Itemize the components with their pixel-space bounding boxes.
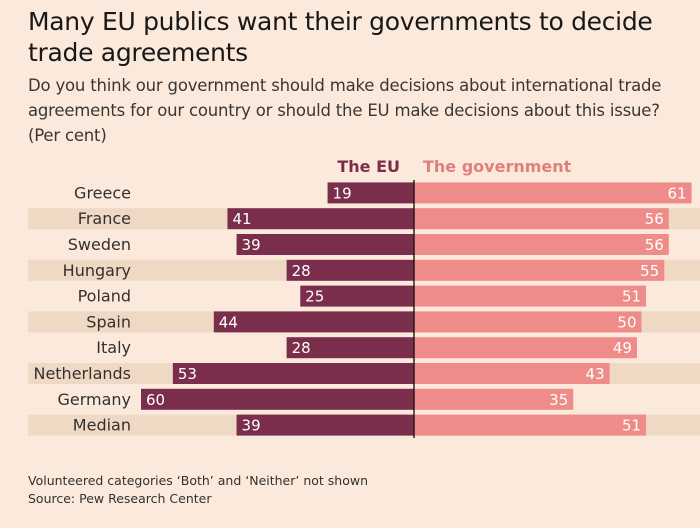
bar-government: [414, 208, 669, 230]
category-label: Greece: [74, 183, 131, 202]
value-label-government: 35: [549, 391, 568, 409]
value-label-eu: 41: [232, 210, 251, 228]
value-label-government: 56: [645, 236, 664, 254]
chart-title: Many EU publics want their governments t…: [28, 7, 653, 67]
bar-government: [414, 311, 642, 333]
bar-eu: [172, 363, 414, 384]
category-label: Poland: [78, 287, 131, 306]
category-label: Italy: [96, 338, 131, 357]
bar-government: [414, 363, 610, 384]
bar-eu: [286, 337, 414, 359]
bar-government: [414, 337, 637, 359]
legend-government: The government: [423, 157, 572, 176]
category-label: Germany: [57, 390, 131, 409]
category-label: France: [78, 209, 131, 228]
value-label-eu: 39: [242, 236, 261, 254]
value-label-eu: 28: [292, 262, 311, 280]
category-label: Hungary: [63, 261, 131, 280]
value-label-government: 50: [617, 313, 636, 331]
category-label: Netherlands: [33, 364, 131, 383]
category-label: Spain: [86, 312, 131, 331]
value-label-government: 56: [645, 210, 664, 228]
chart-unit-label: (Per cent): [28, 126, 107, 145]
footnote: Volunteered categories ‘Both’ and ‘Neith…: [28, 473, 369, 488]
bar-government: [414, 414, 647, 436]
source-note: Source: Pew Research Center: [28, 491, 212, 506]
bar-government: [414, 259, 665, 281]
bar-eu: [327, 182, 414, 204]
bar-eu: [286, 259, 414, 281]
value-label-eu: 25: [305, 288, 324, 306]
value-label-eu: 44: [219, 313, 238, 331]
bar-eu: [236, 234, 414, 255]
bar-eu: [300, 285, 414, 307]
category-label: Median: [73, 416, 131, 435]
category-label: Sweden: [68, 235, 131, 254]
bar-government: [414, 234, 669, 255]
bar-government: [414, 182, 692, 204]
chart-subtitle: Do you think our government should make …: [28, 73, 693, 148]
value-label-eu: 53: [178, 365, 197, 383]
value-label-government: 55: [640, 262, 659, 280]
value-label-eu: 28: [292, 339, 311, 357]
value-label-eu: 60: [146, 391, 165, 409]
bar-eu: [236, 414, 414, 436]
value-label-government: 51: [622, 288, 641, 306]
value-label-eu: 39: [242, 417, 261, 435]
chart-question: Do you think our government should make …: [28, 76, 662, 120]
value-label-government: 49: [613, 339, 632, 357]
value-label-government: 51: [622, 417, 641, 435]
bar-government: [414, 388, 574, 410]
legend-eu: The EU: [337, 157, 400, 176]
diverging-bar-chart: Greece 19 61 France 41 56 Sweden 39 56 Hungary 28 5…: [28, 180, 700, 438]
value-label-government: 43: [586, 365, 605, 383]
value-label-government: 61: [667, 184, 686, 202]
bar-eu: [141, 388, 414, 410]
bar-eu: [227, 208, 414, 230]
bar-government: [414, 285, 647, 307]
bar-eu: [213, 311, 414, 333]
value-label-eu: 19: [333, 184, 352, 202]
